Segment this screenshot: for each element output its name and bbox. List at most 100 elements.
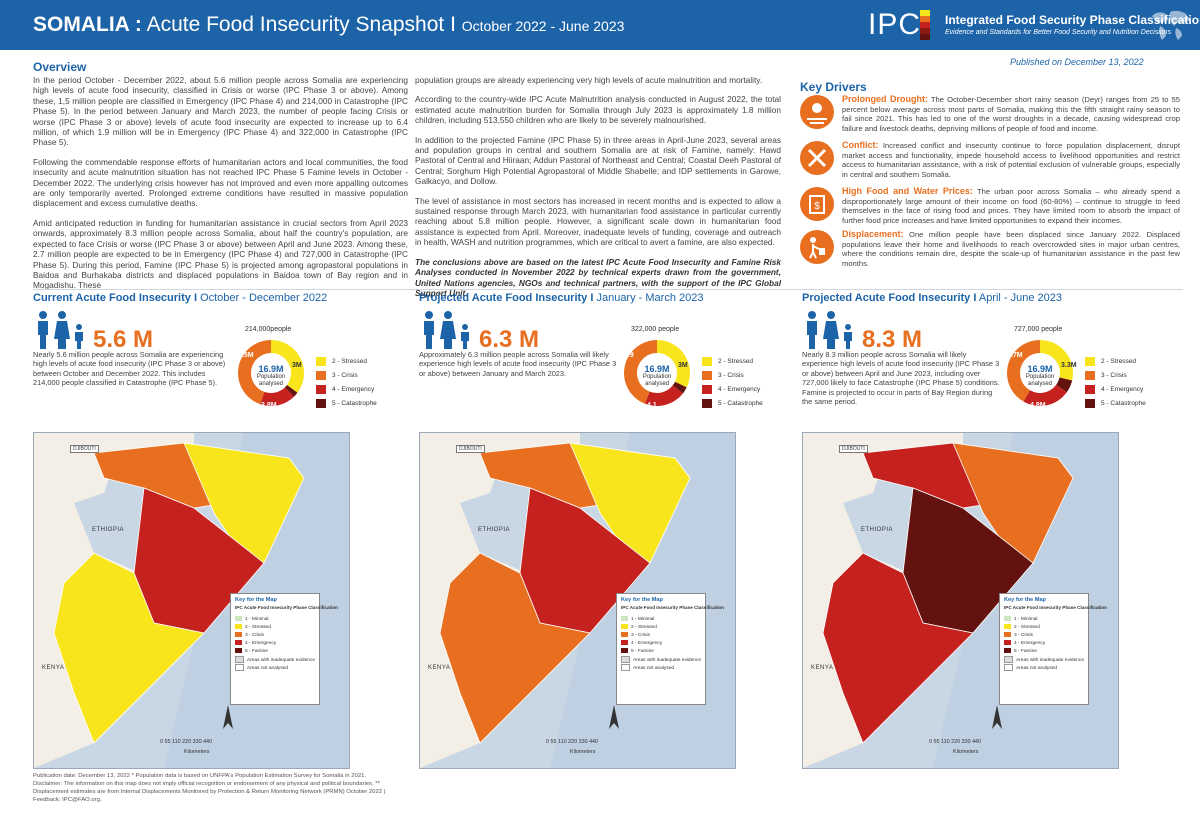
label-kenya: KENYA (811, 665, 834, 671)
catastrophe-count-label: 214,000people (245, 326, 292, 333)
ipc-tagline: Evidence and Standards for Better Food S… (945, 29, 1172, 36)
driver-conflict: Conflict: Increased conflict and insecur… (800, 140, 1180, 185)
donut-slice-catastrophe (1056, 377, 1073, 393)
overview-title: Overview (33, 60, 87, 74)
overview-paragraph: Following the commendable response effor… (33, 156, 408, 209)
people-icon (38, 311, 83, 349)
label-ethiopia: ETHIOPIA (478, 527, 511, 533)
overview-column-2: population groups are already experienci… (415, 75, 781, 307)
scale-bar: 0 55 110 220 330 440 (929, 739, 982, 745)
driver-displacement: Displacement: One million people have be… (800, 229, 1180, 274)
analysed-value: 16.9M (258, 364, 284, 374)
conflict-icon (800, 141, 834, 175)
displacement-icon (800, 230, 834, 264)
analysed-label: Population analysed (256, 374, 286, 387)
overview-paragraph: According to the country-wide IPC Acute … (415, 94, 781, 126)
map-key: Key for the Map IPC Acute Food Insecurit… (230, 593, 338, 705)
overview-paragraph: In the period October - December 2022, a… (33, 75, 408, 148)
north-arrow-icon (609, 705, 619, 729)
somalia-ipc-map: ETHIOPIA DJIBOUTI KENYA Key for the Map … (419, 432, 736, 769)
crisis-value-label: 3.8M (261, 402, 277, 409)
donut-slice-stressed (271, 340, 304, 393)
phase3-total: 6.3 M (479, 326, 540, 353)
population-donut (624, 340, 690, 406)
scale-bar: 0 55 110 220 330 440 (160, 739, 213, 745)
ipc-logo: IPC (868, 8, 922, 41)
analysed-value: 16.9M (644, 364, 670, 374)
label-ethiopia: ETHIOPIA (92, 527, 125, 533)
emergency-value-label: 1.9 (624, 352, 634, 359)
donut-slice-stressed (657, 340, 690, 388)
map-key-minimal: 1 - Minimal (1004, 616, 1037, 622)
world-map-icon (1152, 10, 1190, 40)
drought-icon (800, 95, 834, 129)
map-key: Key for the Map IPC Acute Food Insecurit… (616, 593, 724, 705)
donut-hole (1021, 354, 1059, 392)
map-key-minimal: 1 - Minimal (235, 616, 268, 622)
map-key-emergency: 4 - Emergency (1004, 640, 1045, 646)
population-donut (1007, 340, 1073, 406)
label-djibouti: DJIBOUTI (839, 445, 868, 453)
map-key-emergency: 4 - Emergency (235, 640, 276, 646)
scale-unit: Kilometers (184, 749, 210, 755)
ipc-logo-bars-icon (920, 10, 930, 40)
map-key-famine: 5 - Famine (235, 648, 268, 654)
key-drivers-title: Key Drivers (800, 80, 867, 94)
map-region (439, 552, 591, 744)
label-djibouti: DJIBOUTI (456, 445, 485, 453)
driver-text: Displacement: One million people have be… (842, 229, 1180, 268)
stressed-value-label: 3.3M (1061, 362, 1077, 369)
donut-slice-catastrophe (284, 384, 298, 397)
population-donut (237, 340, 304, 406)
label-djibouti: DJIBOUTI (70, 445, 99, 453)
footer-note: Publication date: December 13, 2022 * Po… (33, 773, 386, 803)
map-key-stressed: 2 - Stressed (1004, 624, 1040, 630)
panel-title: Projected Acute Food Insecurity I Januar… (419, 292, 704, 304)
scale-unit: Kilometers (953, 749, 979, 755)
map-key-famine: 5 - Famine (621, 648, 654, 654)
panel-description: Nearly 5.6 million people across Somalia… (33, 350, 226, 388)
analysed-label: Population analysed (642, 374, 672, 387)
map-region (53, 552, 205, 744)
driver-text: High Food and Water Prices: The urban po… (842, 186, 1180, 225)
scale-unit: Kilometers (570, 749, 596, 755)
map-key-inadequate: Areas with inadequate evidence (1004, 656, 1084, 663)
map-key-stressed: 2 - Stressed (235, 624, 271, 630)
map-key-title: Key for the Map (235, 597, 277, 603)
stressed-value-label: 3M (292, 362, 302, 369)
donut-slice-catastrophe (672, 381, 687, 394)
map-key-subtitle: IPC Acute Food Insecurity Phase Classifi… (235, 605, 338, 610)
driver-text: Conflict: Increased conflict and insecur… (842, 140, 1180, 179)
somalia-ipc-map: ETHIOPIA DJIBOUTI KENYA Key for the Map … (33, 432, 350, 769)
panel-title: Projected Acute Food Insecurity I April … (802, 292, 1063, 304)
overview-conclusion: The conclusions above are based on the l… (415, 256, 781, 298)
map-key-stressed: 2 - Stressed (621, 624, 657, 630)
driver-prices: $ High Food and Water Prices: The urban … (800, 186, 1180, 231)
overview-paragraph: population groups are already experienci… (415, 75, 763, 85)
people-icon (807, 311, 852, 349)
overview-paragraph: In addition to the projected Famine (IPC… (415, 134, 781, 187)
panel-projection-1: Projected Acute Food Insecurity I Januar… (419, 292, 789, 769)
donut-slice-crisis (1007, 340, 1040, 402)
map-key-subtitle: IPC Acute Food Insecurity Phase Classifi… (1004, 605, 1107, 610)
panel-projection-2: Projected Acute Food Insecurity I April … (802, 292, 1172, 769)
header-bar: SOMALIA : Acute Food Insecurity Snapshot… (0, 0, 1200, 50)
map-key-title: Key for the Map (1004, 597, 1046, 603)
map-key-famine: 5 - Famine (1004, 648, 1037, 654)
phase3-total: 5.6 M (93, 326, 154, 353)
panel-description: Nearly 8.3 million people across Somalia… (802, 350, 1000, 407)
donut-hole (252, 354, 290, 392)
catastrophe-count-label: 322,000 people (631, 326, 680, 333)
panel-description: Approximately 6.3 million people across … (419, 350, 617, 378)
map-key: Key for the Map IPC Acute Food Insecurit… (999, 593, 1107, 705)
analysed-value: 16.9M (1027, 364, 1053, 374)
map-region (822, 552, 974, 744)
map-key-not-analysed: Areas not analysed (621, 664, 674, 671)
map-key-crisis: 3 - Crisis (1004, 632, 1033, 638)
emergency-value-label: 1.5M (238, 352, 254, 359)
phase3-total: 8.3 M (862, 326, 923, 353)
map-key-title: Key for the Map (621, 597, 663, 603)
somalia-ipc-map: ETHIOPIA DJIBOUTI KENYA Key for the Map … (802, 432, 1119, 769)
donut-slice-emergency (260, 387, 294, 406)
label-kenya: KENYA (42, 665, 65, 671)
